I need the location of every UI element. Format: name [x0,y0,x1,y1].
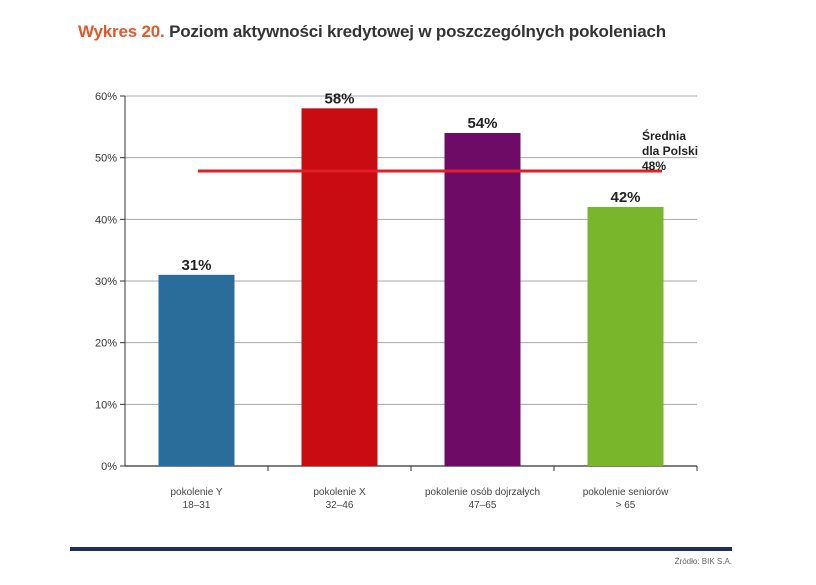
category-label: pokolenie Y [170,487,222,498]
y-tick-label: 20% [95,338,117,350]
average-label: dla Polski [642,144,698,158]
category-label: > 65 [616,500,636,511]
category-label: 32–46 [326,500,354,511]
average-label: 48% [642,159,666,173]
bar [301,108,378,466]
chart-title-text: Poziom aktywności kredytowej w poszczegó… [169,22,666,41]
y-tick-label: 0% [101,461,117,473]
y-tick-label: 60% [95,91,117,103]
footer-divider [70,547,732,551]
bar-value-label: 42% [610,189,640,206]
source-note: Źródło: BIK S.A. [674,557,732,566]
y-tick-label: 50% [95,153,117,165]
y-tick-label: 40% [95,214,117,226]
chart-title: Wykres 20. Poziom aktywności kredytowej … [78,22,666,42]
y-tick-label: 30% [95,276,117,288]
category-label: 47–65 [469,500,497,511]
y-tick-label: 10% [95,399,117,411]
bar-value-label: 31% [181,257,211,274]
category-label: 18–31 [183,500,211,511]
bar-value-label: 58% [324,90,354,107]
chart-title-number: Wykres 20. [78,22,165,41]
average-label: Średnia [642,128,686,143]
bar [158,274,235,466]
category-label: pokolenie seniorów [583,487,669,498]
category-label: pokolenie osób dojrzałych [425,487,540,498]
bar [587,207,664,466]
bar-value-label: 54% [467,115,497,132]
category-label: pokolenie X [313,487,366,498]
bar [444,133,521,466]
